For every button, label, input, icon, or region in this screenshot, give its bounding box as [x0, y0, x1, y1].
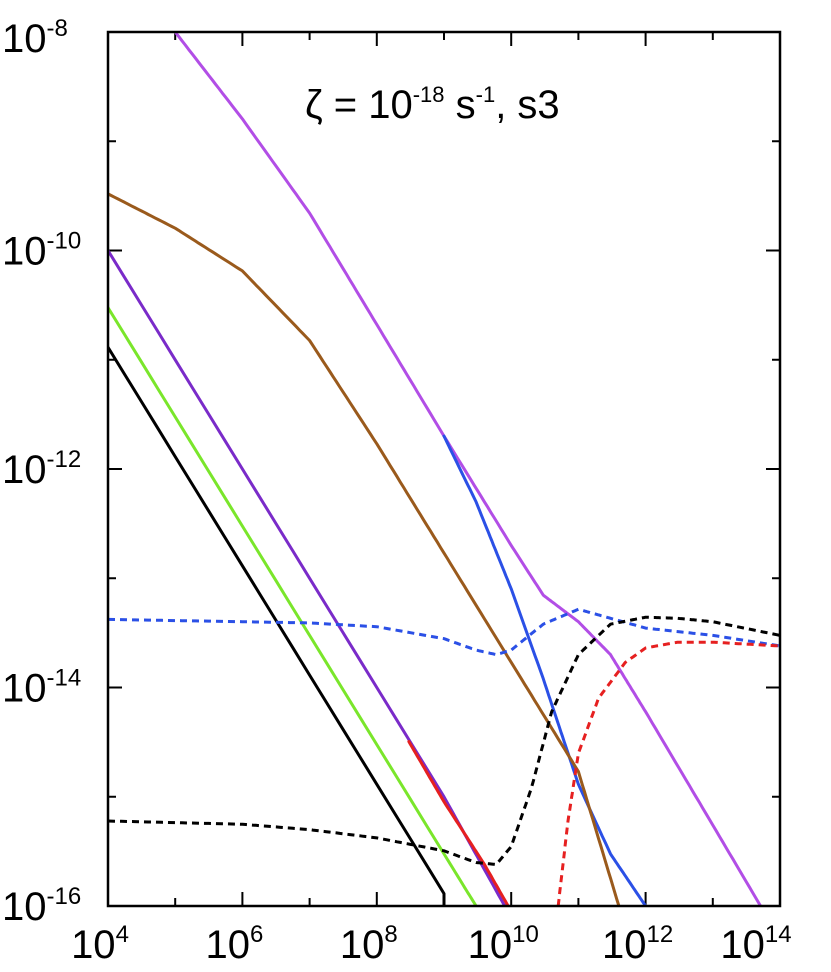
y-tick-label: 10-12 [2, 446, 81, 492]
x-tick-label: 1010 [468, 921, 539, 967]
y-tick-label: 10-14 [2, 665, 81, 711]
series-line-10 [556, 640, 780, 906]
x-tick-label: 1014 [720, 921, 791, 967]
series-line-4 [108, 249, 507, 906]
series-line-3 [108, 192, 621, 906]
series-line-5 [407, 740, 510, 906]
series-layer [108, 32, 780, 906]
y-tick-label: 10-10 [2, 228, 81, 274]
series-line-2 [442, 434, 648, 906]
x-tick-label: 106 [205, 921, 263, 967]
plot-frame [106, 30, 782, 908]
y-tick-label: 10-16 [2, 883, 81, 929]
series-line-8 [108, 607, 780, 657]
series-line-6 [108, 306, 478, 906]
series-line-1 [173, 32, 763, 906]
x-tick-labels: 104 106 108 1010 1012 1014 [71, 921, 792, 967]
y-tick-labels: 10-16 10-14 10-12 10-10 10-8 [2, 15, 81, 929]
series-line-7 [108, 345, 446, 906]
y-tick-label: 10-8 [2, 15, 68, 61]
x-tick-label: 108 [340, 921, 398, 967]
series-line-9 [108, 615, 780, 866]
x-tick-label: 1012 [602, 921, 673, 967]
x-tick-label: 104 [71, 921, 129, 967]
chart-annotation: ζ = 10-18 s-1, s3 [305, 82, 560, 127]
